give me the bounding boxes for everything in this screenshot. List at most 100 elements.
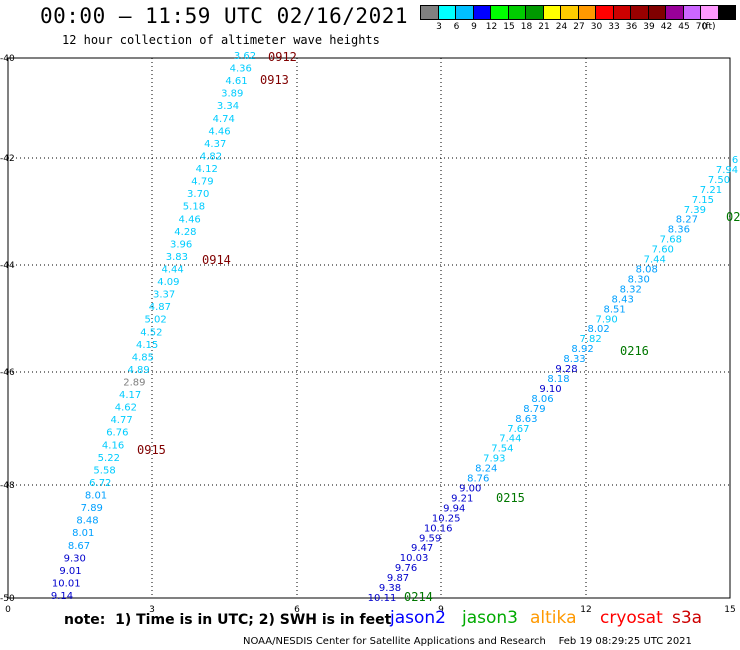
legend-unit: (ft) — [702, 22, 716, 32]
legend-tick: 36 — [625, 22, 638, 32]
wave-height-value: 8.33 — [563, 354, 585, 365]
wave-height-value: 9.14 — [51, 591, 73, 602]
wave-height-value: 9.59 — [419, 533, 441, 544]
wave-height-value: 7.15 — [692, 195, 714, 206]
wave-height-value: 8.79 — [523, 404, 545, 415]
wave-height-value: 8.48 — [76, 516, 98, 527]
wave-height-value: 9.76 — [395, 563, 417, 574]
wave-height-value: 8.32 — [620, 284, 642, 295]
wave-height-value: 4.36 — [230, 64, 252, 75]
pass-time-label: 0914 — [202, 253, 231, 267]
satellite-label-cryosat: cryosat — [600, 608, 663, 628]
wave-height-value: 7.54 — [491, 444, 513, 455]
wave-height-value: 9.01 — [59, 566, 81, 577]
wave-height-value: 4.15 — [136, 340, 158, 351]
wave-height-value: 8.01 — [85, 491, 107, 502]
legend-tick: 12 — [485, 22, 498, 32]
wave-height-value: 7.93 — [483, 454, 505, 465]
wave-height-value: 6.76 — [106, 428, 128, 439]
pass-time-label: 02 — [726, 210, 740, 224]
wave-height-value: 7.60 — [652, 245, 674, 256]
wave-height-value: 7.68 — [660, 235, 682, 246]
pass-time-label: 0216 — [620, 344, 649, 358]
y-axis-label: -46 — [0, 368, 15, 378]
y-axis-label: -48 — [0, 481, 15, 491]
legend-tick: 24 — [555, 22, 568, 32]
wave-height-value: 5.18 — [183, 202, 205, 213]
x-axis-label: 12 — [580, 605, 591, 615]
wave-height-value: 7.39 — [684, 205, 706, 216]
wave-height-value: 4.17 — [119, 390, 141, 401]
pass-time-label: 0915 — [137, 443, 166, 457]
legend-tick: 27 — [573, 22, 585, 32]
wave-height-value: 7.94 — [716, 165, 738, 176]
wave-height-value: 8.30 — [628, 274, 650, 285]
wave-height-value: 8.92 — [571, 344, 593, 355]
footer-timestamp: Feb 19 08:29:25 UTC 2021 — [558, 636, 692, 647]
wave-height-value: 3.89 — [221, 89, 243, 100]
legend-tick: 21 — [538, 22, 550, 32]
x-axis-label: 6 — [294, 605, 300, 615]
wave-height-value: 3.34 — [217, 101, 239, 112]
x-axis-label: 15 — [724, 605, 735, 615]
wave-height-value: 5.22 — [98, 453, 120, 464]
wave-height-value: 4.89 — [127, 365, 149, 376]
wave-height-value: 10.16 — [424, 523, 453, 534]
wave-height-value: 8.24 — [475, 464, 497, 475]
map-note: note: 1) Time is in UTC; 2) SWH is in fe… — [64, 612, 392, 628]
wave-height-value: 8.18 — [547, 374, 569, 385]
wave-height-value: 4.12 — [196, 164, 218, 175]
legend-tick: 30 — [590, 22, 603, 32]
pass-time-label: 0215 — [496, 491, 525, 505]
wave-height-value: 7.67 — [507, 424, 529, 435]
wave-height-value: 8.27 — [676, 215, 698, 226]
axis-labels: -40 -42 -44 -46 -48 -500 3 6 9 12 15 — [0, 54, 736, 615]
wave-height-value: 4.44 — [162, 264, 184, 275]
wave-height-value: 9.00 — [459, 484, 481, 495]
wave-height-value: 3.70 — [187, 189, 209, 200]
legend-tick: 42 — [660, 22, 673, 32]
wave-height-value: 3.96 — [170, 239, 192, 250]
y-axis-label: -40 — [0, 54, 15, 64]
wave-height-value: 8.63 — [515, 414, 537, 425]
legend-swatch — [717, 5, 736, 20]
wave-height-value: 4.46 — [179, 214, 201, 225]
cryosat-track: 3.624.364.613.893.344.744.464.374.824.12… — [51, 50, 297, 602]
pass-time-label: 0912 — [268, 50, 297, 64]
satellite-label-s3a: s3a — [672, 608, 703, 628]
wave-height-value: 4.82 — [200, 151, 222, 162]
footer-agency: NOAA/NESDIS Center for Satellite Applica… — [243, 636, 692, 647]
wave-height-value: 7.90 — [596, 314, 618, 325]
wave-height-value: 8.51 — [604, 304, 626, 315]
wave-height-value: 4.85 — [132, 352, 154, 363]
color-legend — [420, 5, 736, 20]
wave-height-value: 10.03 — [400, 553, 429, 564]
wave-height-value: 4.37 — [204, 139, 226, 150]
legend-tick: 33 — [608, 22, 620, 32]
wave-height-value: 9.38 — [379, 583, 401, 594]
wave-height-value: 10.01 — [52, 578, 81, 589]
pass-time-label: 0214 — [404, 590, 433, 604]
wave-height-value: 7.44 — [644, 255, 666, 266]
wave-height-value: 8.08 — [636, 265, 658, 276]
y-axis-label: -44 — [0, 261, 15, 271]
wave-height-value: 4.62 — [115, 403, 137, 414]
wave-height-value: 4.46 — [208, 126, 230, 137]
wave-height-value: 8.06 — [531, 394, 553, 405]
jason3-track: 67.947.507.217.157.398.278.367.687.607.4… — [368, 155, 740, 604]
wave-height-value: 4.77 — [110, 415, 132, 426]
wave-height-value: 4.87 — [149, 302, 171, 313]
wave-height-value: 7.89 — [81, 503, 103, 514]
wave-height-value: 4.09 — [157, 277, 179, 288]
wave-height-value: 8.76 — [467, 474, 489, 485]
wave-height-value: 9.94 — [443, 503, 465, 514]
wave-height-value: 4.28 — [174, 227, 196, 238]
wave-height-value: 3.62 — [234, 51, 256, 62]
wave-height-value: 6 — [732, 155, 738, 166]
legend-tick: 15 — [503, 22, 515, 32]
wave-height-value: 4.16 — [102, 440, 124, 451]
wave-height-value: 8.01 — [72, 528, 94, 539]
wave-height-value: 5.02 — [144, 315, 166, 326]
legend-tick: 39 — [643, 22, 655, 32]
